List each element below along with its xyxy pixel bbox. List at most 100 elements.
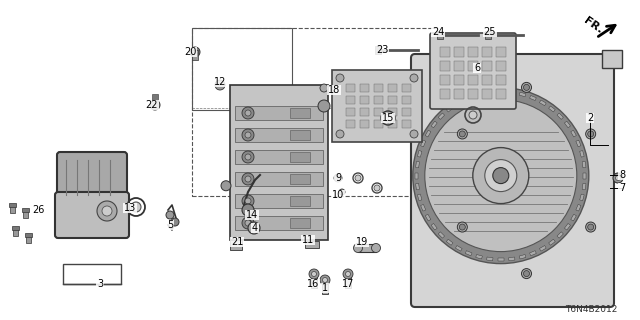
- Bar: [290, 218, 310, 228]
- Bar: [192, 28, 437, 196]
- Bar: [482, 75, 492, 85]
- Bar: [602, 50, 622, 68]
- Bar: [420, 140, 426, 147]
- Bar: [346, 120, 355, 128]
- Circle shape: [339, 189, 345, 195]
- Text: 6: 6: [474, 63, 480, 73]
- Bar: [509, 91, 515, 94]
- Bar: [12, 226, 19, 230]
- Bar: [332, 70, 422, 142]
- Circle shape: [522, 268, 531, 279]
- Bar: [583, 172, 586, 179]
- Bar: [290, 174, 310, 184]
- Circle shape: [245, 154, 251, 160]
- Circle shape: [242, 173, 254, 185]
- Bar: [557, 232, 563, 238]
- Circle shape: [522, 82, 531, 92]
- Circle shape: [485, 160, 517, 192]
- Bar: [564, 223, 570, 230]
- Bar: [548, 106, 556, 112]
- Circle shape: [97, 201, 117, 221]
- Bar: [529, 95, 536, 100]
- Bar: [415, 172, 419, 179]
- Text: 19: 19: [356, 237, 368, 247]
- Circle shape: [425, 100, 577, 252]
- Bar: [425, 130, 431, 137]
- Circle shape: [586, 129, 596, 139]
- Bar: [374, 96, 383, 104]
- Circle shape: [616, 175, 621, 180]
- Circle shape: [524, 84, 529, 90]
- Bar: [290, 152, 310, 162]
- Circle shape: [131, 202, 141, 212]
- Text: T6N4B2012: T6N4B2012: [565, 305, 618, 314]
- Bar: [519, 92, 526, 97]
- Bar: [468, 61, 478, 71]
- Circle shape: [245, 176, 251, 182]
- Bar: [571, 130, 577, 137]
- Bar: [509, 257, 515, 261]
- Text: 26: 26: [32, 205, 44, 215]
- Text: 10: 10: [332, 190, 344, 200]
- Bar: [529, 251, 536, 256]
- Bar: [305, 241, 319, 248]
- Bar: [482, 47, 492, 57]
- Text: 20: 20: [184, 47, 196, 57]
- Bar: [346, 84, 355, 92]
- Bar: [322, 280, 328, 294]
- Text: 25: 25: [484, 27, 496, 37]
- Circle shape: [374, 185, 380, 191]
- Bar: [425, 214, 431, 221]
- Circle shape: [245, 220, 251, 226]
- Circle shape: [312, 271, 317, 276]
- Bar: [402, 84, 411, 92]
- Circle shape: [215, 80, 225, 90]
- Text: 7: 7: [619, 183, 625, 193]
- Bar: [446, 106, 453, 112]
- Bar: [152, 94, 158, 100]
- Bar: [230, 240, 242, 250]
- Bar: [564, 121, 570, 128]
- Text: 4: 4: [252, 223, 258, 233]
- Text: 18: 18: [328, 85, 340, 95]
- Circle shape: [171, 218, 179, 226]
- Text: 22: 22: [146, 100, 158, 110]
- Bar: [290, 108, 310, 118]
- Bar: [454, 89, 464, 99]
- Bar: [519, 254, 526, 259]
- Text: 13: 13: [124, 203, 136, 213]
- Bar: [346, 108, 355, 116]
- Bar: [496, 61, 506, 71]
- Bar: [438, 113, 445, 119]
- Text: 15: 15: [382, 113, 394, 123]
- Bar: [496, 75, 506, 85]
- Text: 24: 24: [432, 27, 444, 37]
- Circle shape: [473, 148, 529, 204]
- Bar: [388, 108, 397, 116]
- Bar: [22, 208, 29, 212]
- Circle shape: [190, 47, 200, 57]
- Circle shape: [613, 173, 623, 183]
- Circle shape: [346, 271, 351, 276]
- Circle shape: [413, 88, 589, 264]
- Circle shape: [248, 222, 260, 234]
- Circle shape: [309, 269, 319, 279]
- Bar: [440, 75, 450, 85]
- Circle shape: [242, 129, 254, 141]
- FancyBboxPatch shape: [430, 33, 516, 109]
- Bar: [476, 254, 483, 259]
- Circle shape: [245, 132, 251, 138]
- Text: 23: 23: [376, 45, 388, 55]
- Bar: [498, 90, 504, 93]
- Circle shape: [588, 131, 594, 137]
- Text: 1: 1: [322, 283, 328, 293]
- Bar: [360, 108, 369, 116]
- Bar: [486, 91, 493, 94]
- Bar: [582, 183, 586, 190]
- Text: 17: 17: [342, 279, 354, 289]
- Circle shape: [320, 84, 328, 92]
- Circle shape: [469, 111, 477, 119]
- Bar: [235, 128, 323, 142]
- Circle shape: [221, 181, 231, 191]
- Bar: [582, 162, 586, 168]
